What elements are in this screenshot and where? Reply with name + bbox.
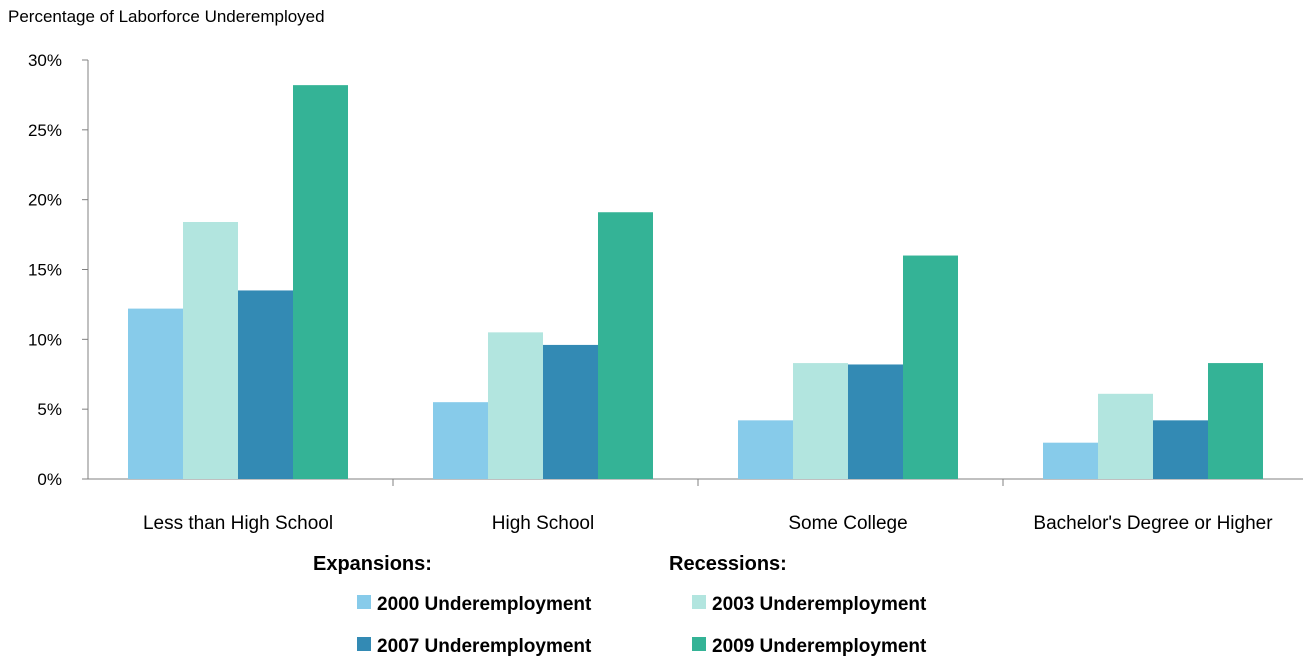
legend-swatch (692, 595, 706, 609)
legend: Expansions: Recessions: 2000 Underemployme… (313, 553, 927, 657)
y-tick-label: 10% (28, 330, 62, 349)
x-category-label: High School (492, 513, 594, 534)
legend-entry-label: 2000 Underemployment (377, 594, 592, 615)
x-category-label: Bachelor's Degree or Higher (1033, 513, 1273, 534)
bar-2007-underemployment-high-school (543, 344, 598, 479)
bar-2000-underemployment-high-school (433, 402, 488, 479)
y-tick-label: 30% (28, 51, 62, 70)
bar-2009-underemployment-bachelor-s-degree-or-higher (1208, 363, 1263, 479)
bar-2009-underemployment-high-school (598, 212, 653, 479)
legend-swatch (692, 637, 706, 651)
bar-2000-underemployment-bachelor-s-degree-or-higher (1043, 442, 1098, 479)
bars (128, 85, 1263, 479)
x-axis-labels: Less than High School High School Some Col… (143, 513, 1273, 534)
legend-entry-label: 2003 Underemployment (712, 594, 927, 615)
x-category-label: Less than High School (143, 513, 333, 534)
legend-group-title: Recessions: (669, 553, 787, 575)
legend-group-title: Expansions: (313, 553, 432, 575)
legend-swatch (357, 637, 371, 651)
bar-2007-underemployment-less-than-high-school (238, 290, 293, 479)
y-tick-label: 0% (37, 470, 62, 489)
x-category-label: Some College (788, 513, 907, 534)
y-tick-label: 5% (37, 400, 62, 419)
bar-2000-underemployment-some-college (738, 420, 793, 479)
bar-2009-underemployment-less-than-high-school (293, 85, 348, 479)
legend-entry-label: 2007 Underemployment (377, 636, 592, 657)
bar-2007-underemployment-bachelor-s-degree-or-higher (1153, 420, 1208, 479)
bar-2000-underemployment-less-than-high-school (128, 308, 183, 479)
y-tick-label: 20% (28, 191, 62, 210)
legend-swatch (357, 595, 371, 609)
y-tick-label: 25% (28, 121, 62, 140)
bar-2003-underemployment-less-than-high-school (183, 222, 238, 479)
bar-2003-underemployment-some-college (793, 363, 848, 479)
bar-2003-underemployment-bachelor-s-degree-or-higher (1098, 393, 1153, 479)
y-axis-label: Percentage of Laborforce Underemployed (8, 7, 325, 26)
legend-entry-label: 2009 Underemployment (712, 636, 927, 657)
y-axis-ticks: 0% 5% 10% 15% 20% 25% 30% (28, 51, 88, 489)
bar-2003-underemployment-high-school (488, 332, 543, 479)
y-tick-label: 15% (28, 261, 62, 280)
bar-2007-underemployment-some-college (848, 364, 903, 479)
bar-2009-underemployment-some-college (903, 255, 958, 479)
